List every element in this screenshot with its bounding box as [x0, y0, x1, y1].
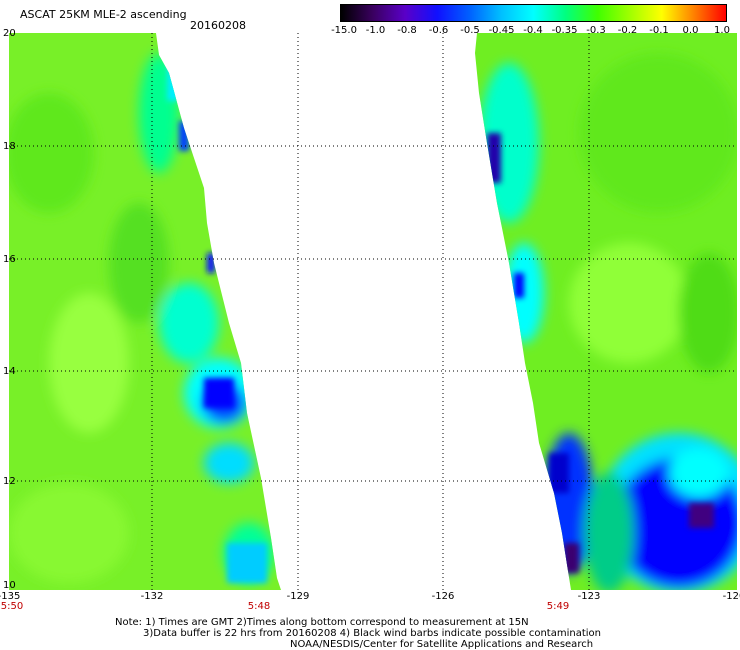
note-line-3: NOAA/NESDIS/Center for Satellite Applica… [290, 639, 594, 650]
colorbar-label: 1.0 [714, 25, 730, 36]
lon-tick-132: -132 [140, 591, 164, 602]
map-date: 20160208 [190, 19, 246, 32]
right-swath [475, 33, 737, 590]
colorbar-label: -1.0 [365, 25, 386, 36]
map-title: ASCAT 25KM MLE-2 ascending [20, 8, 187, 21]
wind-map [9, 33, 737, 590]
colorbar-label: -0.1 [649, 25, 669, 36]
colorbar-label: -0.5 [460, 25, 480, 36]
lat-tick-18: 18 [3, 141, 16, 152]
lon-tick-126: -126 [431, 591, 455, 602]
lon-tick-129: -129 [286, 591, 310, 602]
lat-tick-12: 12 [3, 476, 16, 487]
colorbar-label: -0.3 [586, 25, 606, 36]
colorbar-label: 0.0 [682, 25, 699, 36]
colorbar-label: -0.4 [523, 25, 543, 36]
colorbar-label: -15.0 [331, 25, 357, 36]
lon-tick-123: -123 [577, 591, 601, 602]
colorbar [340, 4, 727, 22]
colorbar-labels: -15.0 -1.0 -0.8 -0.6 -0.5 -0.45 -0.4 -0.35 -0.3-… [330, 25, 740, 39]
lat-tick-16: 16 [3, 254, 16, 265]
note-line-1: Note: 1) Times are GMT 2)Times along bot… [115, 617, 529, 628]
graticule [9, 33, 737, 590]
lat-tick-14: 14 [3, 366, 16, 377]
colorbar-label: -0.8 [397, 25, 417, 36]
colorbar-label: -0.45 [488, 25, 515, 36]
lat-tick-10: 10 [3, 580, 16, 591]
time-label-1: 5:50 [0, 601, 24, 612]
colorbar-label: -0.6 [428, 25, 449, 36]
colorbar-label: -0.2 [617, 25, 638, 36]
time-label-3: 5:49 [546, 601, 570, 612]
colorbar-label: -0.35 [551, 25, 578, 36]
left-swath [9, 33, 281, 590]
lon-tick-120: -120 [722, 591, 740, 602]
lon-tick-135: -135 [0, 591, 21, 602]
time-label-2: 5:48 [247, 601, 271, 612]
note-line-2: 3)Data buffer is 22 hrs from 20160208 4)… [143, 628, 601, 639]
lat-tick-20: 20 [3, 28, 16, 39]
